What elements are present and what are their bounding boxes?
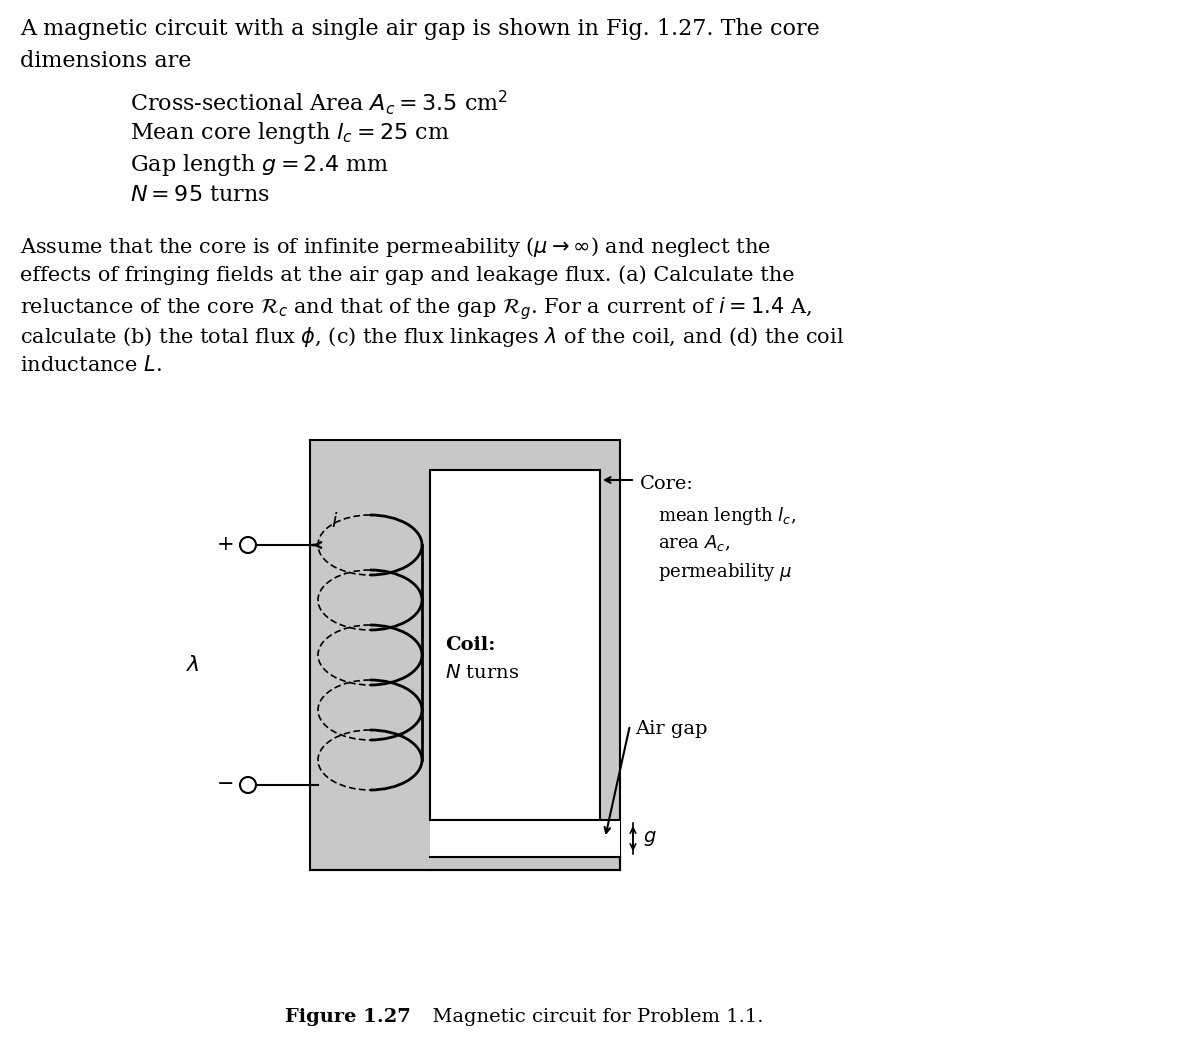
Text: Assume that the core is of infinite permeability ($\mu \rightarrow \infty$) and : Assume that the core is of infinite perm…	[20, 235, 770, 259]
Bar	[310, 440, 620, 870]
Text: inductance $L$.: inductance $L$.	[20, 355, 162, 375]
Text: −: −	[217, 776, 235, 795]
Text: $\lambda$: $\lambda$	[186, 654, 200, 676]
Text: Air gap: Air gap	[635, 720, 708, 738]
Text: calculate (b) the total flux $\phi$, (c) the flux linkages $\lambda$ of the coil: calculate (b) the total flux $\phi$, (c)…	[20, 325, 845, 349]
Text: +: +	[217, 535, 235, 555]
Text: A magnetic circuit with a single air gap is shown in Fig. 1.27. The core: A magnetic circuit with a single air gap…	[20, 18, 820, 40]
Text: reluctance of the core $\mathcal{R}_c$ and that of the gap $\mathcal{R}_g$. For : reluctance of the core $\mathcal{R}_c$ a…	[20, 295, 812, 322]
Text: Figure 1.27: Figure 1.27	[286, 1008, 410, 1026]
Text: Mean core length $l_c = 25$ cm: Mean core length $l_c = 25$ cm	[130, 120, 450, 146]
Text: $N = 95$ turns: $N = 95$ turns	[130, 184, 270, 207]
Text: $i$: $i$	[331, 512, 338, 531]
Text: Cross-sectional Area $A_c = 3.5$ cm$^2$: Cross-sectional Area $A_c = 3.5$ cm$^2$	[130, 88, 508, 117]
Text: permeability $\mu$: permeability $\mu$	[658, 561, 792, 583]
Bar	[430, 820, 620, 857]
Text: mean length $l_c$,: mean length $l_c$,	[658, 505, 797, 527]
Text: Gap length $g = 2.4$ mm: Gap length $g = 2.4$ mm	[130, 152, 389, 178]
Text: Magnetic circuit for Problem 1.1.: Magnetic circuit for Problem 1.1.	[420, 1008, 763, 1026]
Text: Core:: Core:	[640, 475, 694, 493]
Text: dimensions are: dimensions are	[20, 50, 191, 72]
Bar	[430, 470, 600, 820]
Text: effects of fringing fields at the air gap and leakage flux. (a) Calculate the: effects of fringing fields at the air ga…	[20, 265, 794, 285]
Text: $g$: $g$	[643, 829, 656, 848]
Text: Coil:: Coil:	[445, 636, 496, 654]
Text: $N$ turns: $N$ turns	[445, 664, 520, 682]
Text: area $A_c$,: area $A_c$,	[658, 533, 730, 553]
